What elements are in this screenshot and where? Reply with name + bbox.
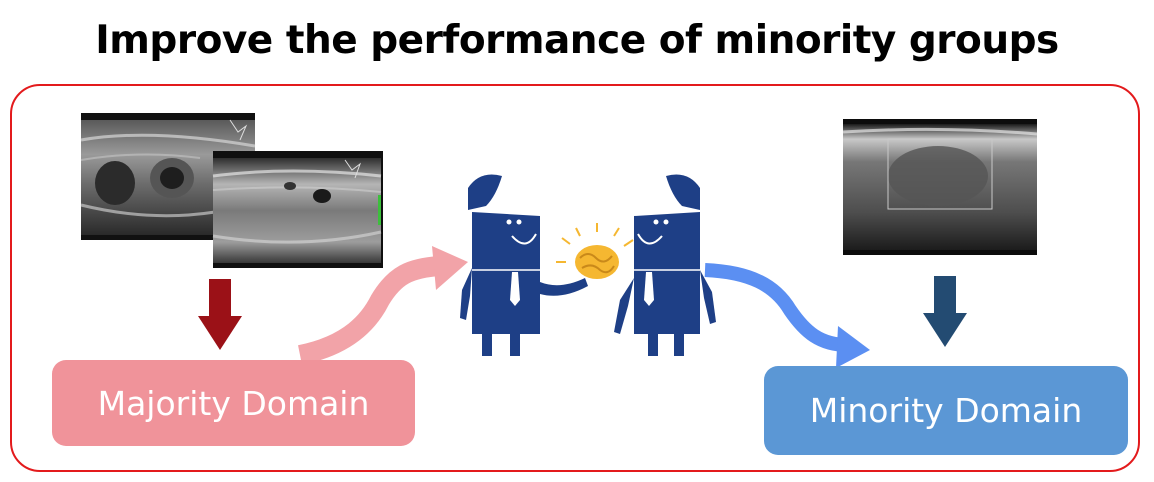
minority-curve-arrow xyxy=(704,263,870,368)
majority-curve-arrow xyxy=(297,246,468,365)
brain-icon xyxy=(556,223,634,279)
minority-domain-box: Minority Domain xyxy=(764,366,1128,455)
left-figure xyxy=(460,174,588,356)
majority-domain-label: Majority Domain xyxy=(97,383,370,423)
minority-domain-label: Minority Domain xyxy=(809,391,1083,430)
majority-domain-box: Majority Domain xyxy=(52,360,415,446)
outer-frame xyxy=(10,84,1140,472)
right-figure xyxy=(614,174,716,356)
minority-down-arrow xyxy=(923,276,967,347)
majority-down-arrow xyxy=(198,279,242,350)
figure-title: Improve the performance of minority grou… xyxy=(95,18,1059,63)
left-figure-face xyxy=(472,219,540,306)
majority-scan-2 xyxy=(212,151,383,268)
minority-scan xyxy=(842,119,1038,255)
right-figure-face xyxy=(634,219,700,306)
